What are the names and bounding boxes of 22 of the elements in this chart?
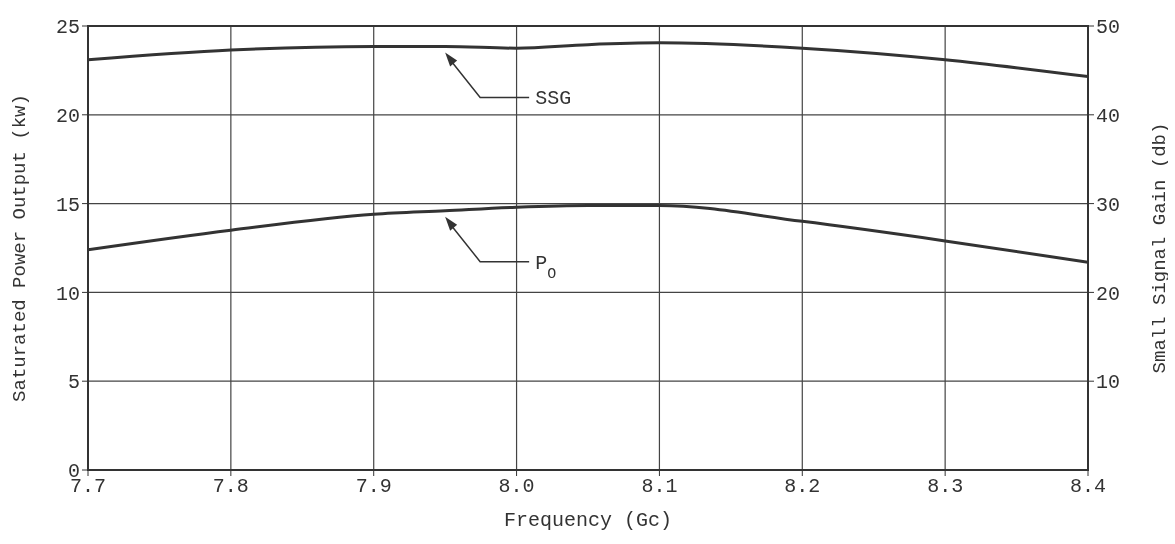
x-tick-label: 7.8 <box>212 475 249 499</box>
y2-tick-label: 20 <box>1096 282 1121 306</box>
annotation: P$_{O}$ <box>535 251 557 283</box>
x-tick-label: 7.9 <box>355 475 392 499</box>
annotation: SSG <box>535 87 572 111</box>
y-tick-label: 15 <box>55 193 80 217</box>
y-tick-label: 10 <box>55 282 80 306</box>
y-tick-label: 20 <box>55 104 80 128</box>
y2-tick-label: 30 <box>1096 193 1121 217</box>
x-tick-label: 8.1 <box>641 475 678 499</box>
x-axis-title: Frequency (Gc) <box>503 509 673 532</box>
x-tick-label: 8.4 <box>1069 475 1107 499</box>
y-axis-title: Saturated Power Output (kw) <box>8 94 31 402</box>
x-tick-label: 8.0 <box>498 475 535 499</box>
x-tick-label: 8.2 <box>784 475 821 499</box>
y2-tick-label: 40 <box>1096 104 1121 128</box>
y2-axis-title: Small Signal Gain (db) <box>1148 122 1171 374</box>
x-tick-label: 8.3 <box>927 475 964 499</box>
y-tick-label: 25 <box>55 16 80 40</box>
y-tick-label: 5 <box>67 371 80 395</box>
y2-tick-label: 50 <box>1096 16 1121 40</box>
y2-tick-label: 10 <box>1096 371 1121 395</box>
